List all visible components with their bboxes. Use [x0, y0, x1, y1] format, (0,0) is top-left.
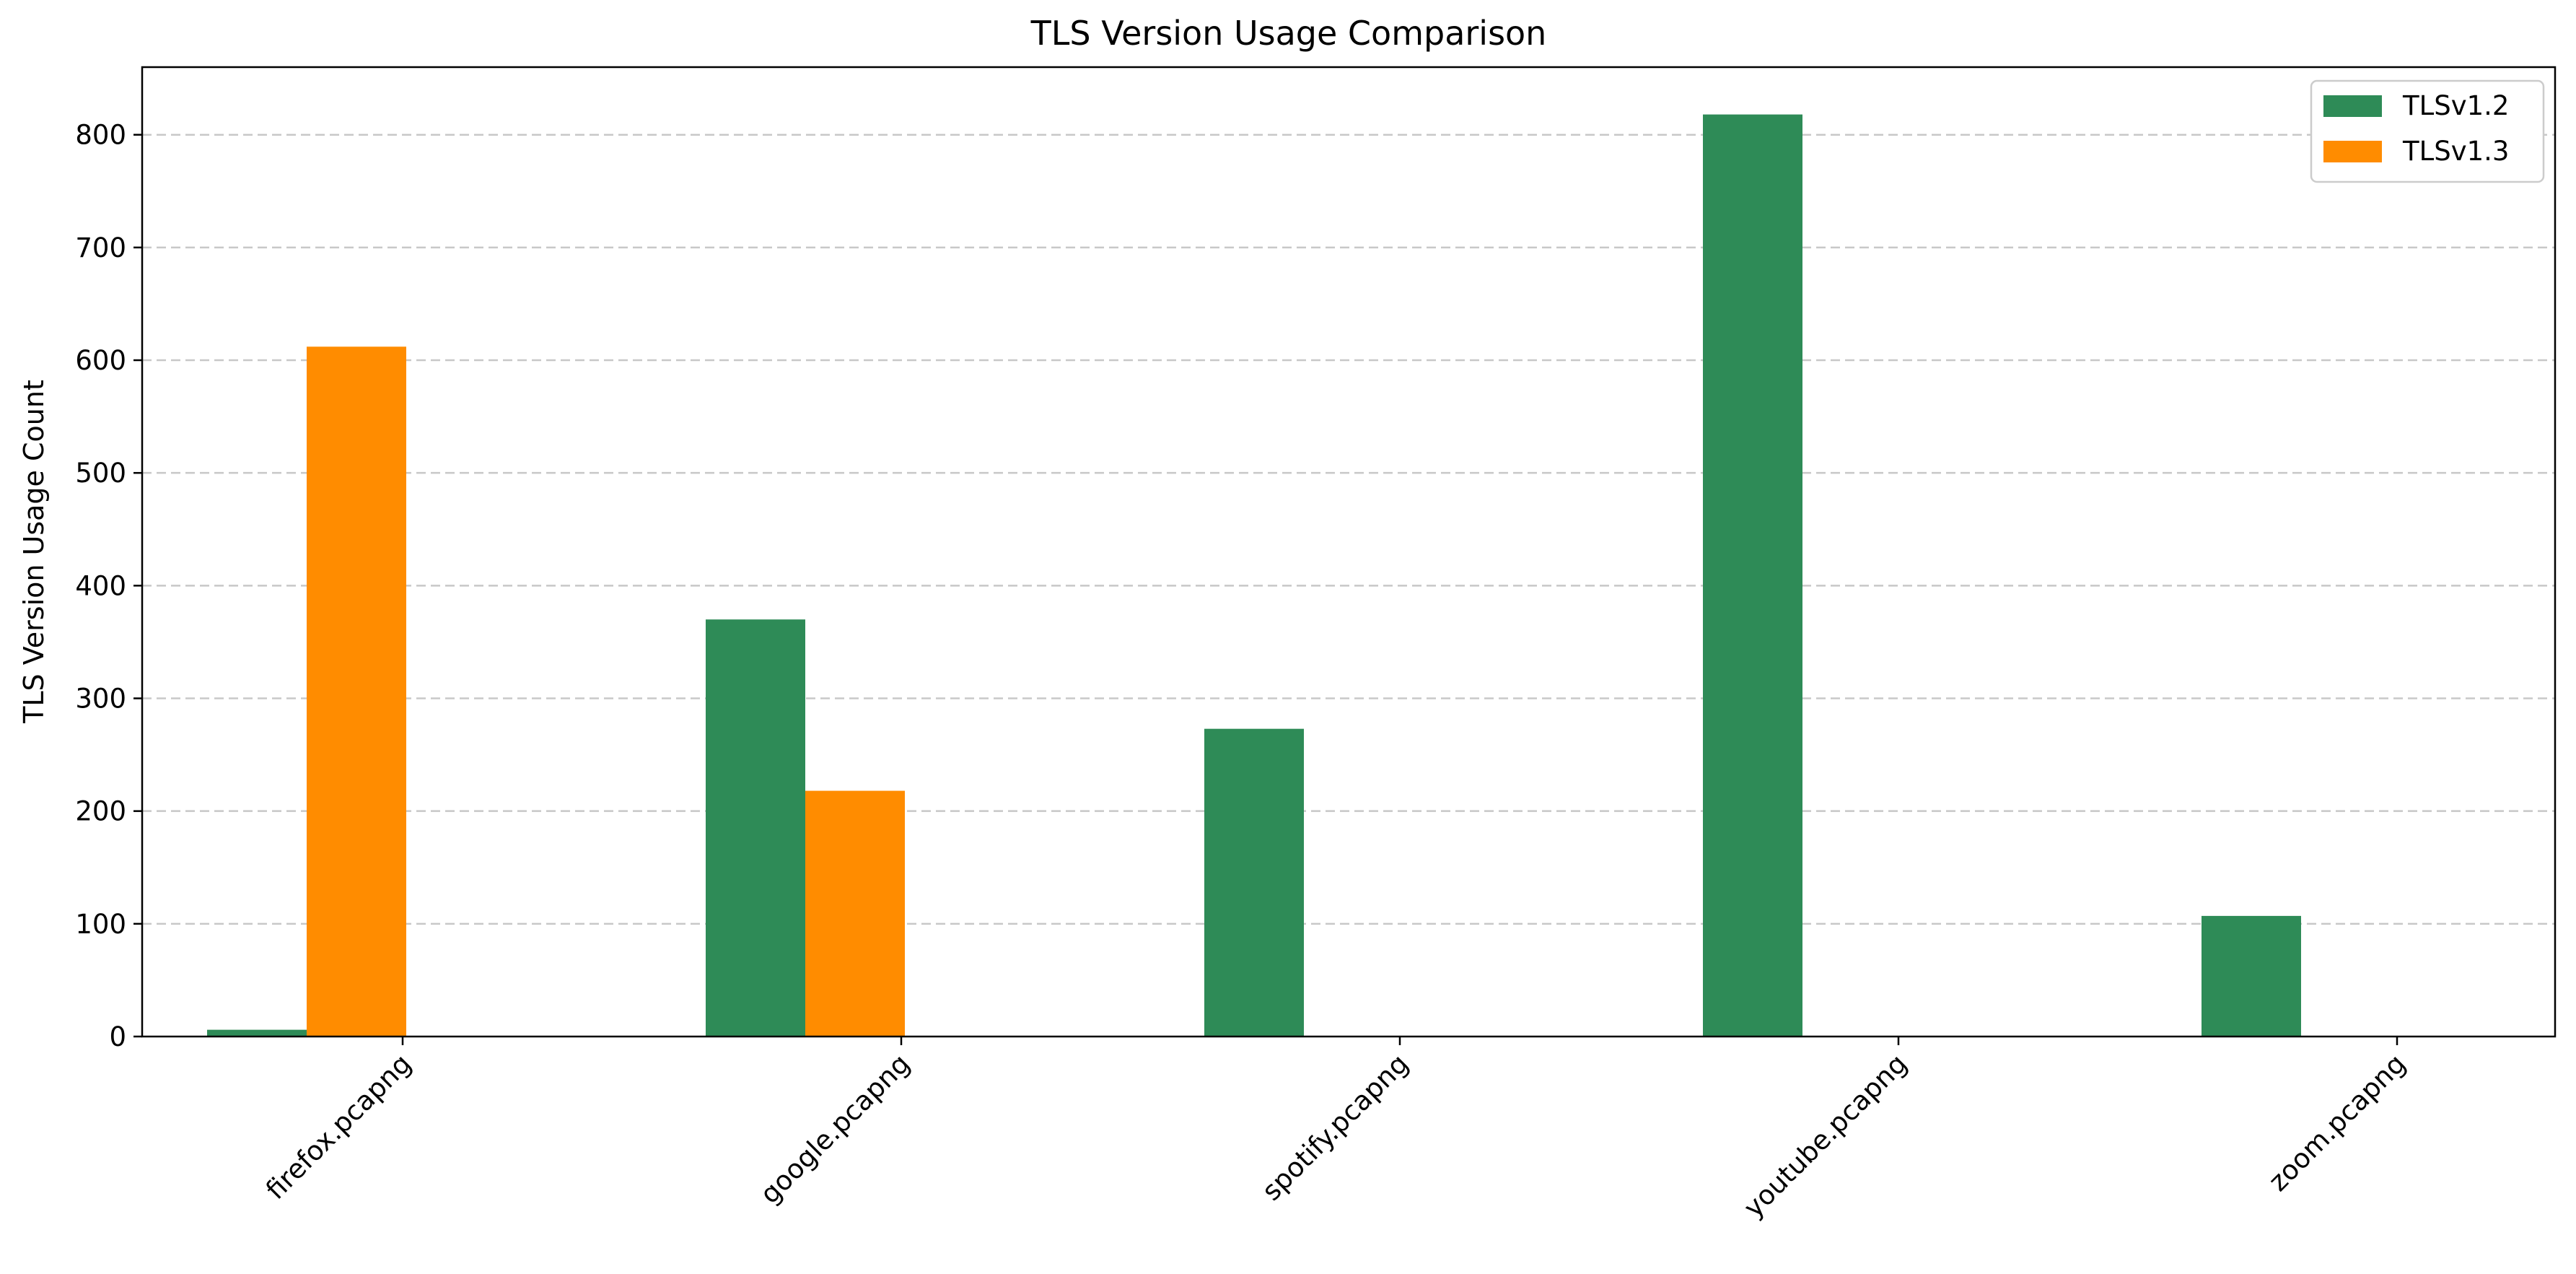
bar-tlsv12-zoom — [2202, 915, 2301, 1037]
bar-tlsv13-firefox — [307, 346, 406, 1037]
bars — [207, 114, 2301, 1037]
bar-tlsv12-firefox — [207, 1029, 307, 1037]
bar-tlsv12-spotify — [1204, 728, 1304, 1037]
y-tick-label: 600 — [75, 345, 126, 376]
y-tick-label: 700 — [75, 232, 126, 263]
legend-label: TLSv1.2 — [2402, 90, 2509, 121]
legend-swatch — [2323, 95, 2382, 117]
legend: TLSv1.2 TLSv1.3 — [2310, 79, 2545, 183]
y-axis: 0 100 200 300 400 500 600 700 800 — [75, 120, 142, 1052]
legend-swatch — [2323, 141, 2382, 162]
y-tick-label: 500 — [75, 458, 126, 489]
bar-tlsv13-google — [805, 790, 905, 1037]
y-tick-label: 100 — [75, 909, 126, 940]
chart-title: TLS Version Usage Comparison — [1030, 14, 1547, 53]
legend-label: TLSv1.3 — [2402, 136, 2509, 167]
y-axis-label: TLS Version Usage Count — [18, 380, 50, 724]
grid-lines — [142, 134, 2555, 925]
y-tick-label: 200 — [75, 796, 126, 827]
plot-frame — [141, 66, 2557, 1038]
bar-tlsv12-google — [706, 619, 805, 1037]
y-tick-label: 800 — [75, 120, 126, 151]
y-tick-label: 0 — [109, 1021, 126, 1052]
y-tick-label: 400 — [75, 570, 126, 601]
bar-tlsv12-youtube — [1703, 114, 1802, 1037]
y-tick-label: 300 — [75, 684, 126, 715]
